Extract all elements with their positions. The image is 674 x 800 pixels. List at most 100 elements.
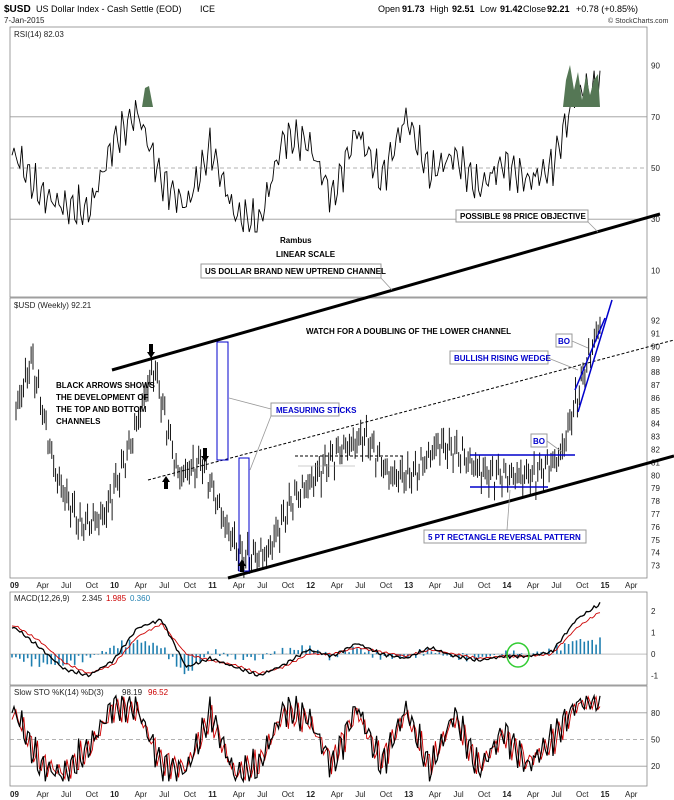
x-axis-label: Apr	[233, 581, 246, 590]
uptrend-callout-text: US DOLLAR BRAND NEW UPTREND CHANNEL	[205, 267, 386, 276]
close-label: Close	[523, 4, 546, 14]
macd-tick-label: 2	[651, 607, 656, 616]
stoch-tick-label: 80	[651, 709, 660, 718]
x-axis-label: Jul	[355, 790, 365, 799]
wedge-callout-box	[449, 350, 549, 365]
stoch-tick-label: 20	[651, 762, 660, 771]
price-tick-label: 74	[651, 549, 660, 558]
x-axis-label: Jul	[453, 790, 463, 799]
symbol: $USD	[4, 4, 31, 15]
x-axis-label: Oct	[184, 790, 197, 799]
x-axis-label: Oct	[380, 790, 393, 799]
x-axis-label: Apr	[37, 581, 50, 590]
x-axis-label: Jul	[453, 581, 463, 590]
x-axis-label: Oct	[282, 790, 295, 799]
price-tick-label: 79	[651, 484, 660, 493]
rsi-tick-label: 50	[651, 164, 660, 173]
x-axis-label: Apr	[331, 581, 344, 590]
bo-lower-text: BO	[533, 437, 545, 446]
price-tick-label: 90	[651, 342, 660, 351]
rsi-tick-label: 70	[651, 113, 660, 122]
x-axis-label: 09	[10, 581, 19, 590]
macd-hist-legend-value: 0.360	[130, 594, 151, 603]
rsi-tick-label: 90	[651, 62, 660, 71]
upper-channel-line	[111, 212, 661, 372]
price-tick-label: 73	[651, 562, 660, 571]
chart-date: 7-Jan-2015	[4, 16, 45, 25]
objective-callout-text: POSSIBLE 98 PRICE OBJECTIVE	[460, 212, 586, 221]
low-value: 91.42	[500, 4, 523, 14]
stoch-k-legend-value: 98.19	[122, 688, 143, 697]
x-axis-label: Oct	[184, 581, 197, 590]
wedge-upper-line	[574, 317, 606, 391]
x-axis-label: Oct	[86, 790, 99, 799]
price-tick-label: 80	[651, 471, 660, 480]
x-axis-label: 09	[10, 790, 19, 799]
measuring-callout-box	[270, 402, 340, 417]
rambus-label: Rambus	[280, 236, 312, 245]
bo-upper-box	[555, 333, 573, 348]
measuring-pointer-upper	[228, 397, 272, 410]
rsi-overbought-fill	[563, 65, 600, 107]
x-axis-label: Apr	[135, 790, 148, 799]
credit: © StockCharts.com	[608, 17, 669, 25]
x-axis-label: Jul	[355, 581, 365, 590]
objective-callout-pointer	[587, 221, 599, 233]
high-value: 92.51	[452, 4, 475, 14]
rectangle-callout-pointer	[506, 489, 511, 531]
black-arrows-line3: THE TOP AND BOTTOM	[56, 405, 147, 414]
change-value: +0.78 (+0.85%)	[576, 4, 638, 14]
rsi-tick-label: 10	[651, 266, 660, 275]
arrow-down-icon-stem	[149, 344, 153, 352]
arrow-down-icon	[147, 352, 155, 358]
scale-label: LINEAR SCALE	[276, 250, 336, 259]
x-axis-label: Jul	[257, 581, 267, 590]
stoch-tick-label: 50	[651, 736, 660, 745]
x-axis-label: 14	[502, 581, 511, 590]
price-legend: $USD (Weekly) 92.21	[14, 301, 92, 310]
macd-tick-label: -1	[651, 672, 659, 681]
price-tick-label: 77	[651, 510, 660, 519]
price-tick-label: 87	[651, 381, 660, 390]
callouts: POSSIBLE 98 PRICE OBJECTIVE Rambus LINEA…	[56, 209, 599, 544]
arrow-up-icon	[238, 559, 246, 566]
price-tick-label: 92	[651, 316, 660, 325]
rsi-panel-frame	[9, 26, 648, 298]
x-axis-label: Oct	[576, 581, 589, 590]
arrow-up-icon-stem	[164, 482, 168, 489]
stoch-panel-frame	[9, 685, 648, 787]
open-value: 91.73	[402, 4, 425, 14]
macd-tick-label: 1	[651, 628, 656, 637]
arrow-down-icon	[201, 456, 209, 462]
bo-lower-pointer	[546, 440, 563, 453]
measuring-callout-text: MEASURING STICKS	[276, 406, 357, 415]
price-tick-label: 76	[651, 523, 660, 532]
x-axis-label: Jul	[159, 581, 169, 590]
x-axis-label: Apr	[625, 581, 638, 590]
rsi-line	[11, 70, 601, 233]
rsi-tick-label: 30	[651, 215, 660, 224]
macd-legend-value: 2.345	[82, 594, 103, 603]
price-tick-label: 89	[651, 355, 660, 364]
x-axis-label: Jul	[551, 790, 561, 799]
black-arrows-line2: THE DEVELOPMENT OF	[56, 393, 149, 402]
black-arrows-line1: BLACK ARROWS SHOWS	[56, 381, 155, 390]
x-axis-label: Apr	[429, 581, 442, 590]
macd-signal-line	[11, 612, 601, 675]
lower-channel-line	[227, 454, 674, 580]
x-axis-label: Apr	[135, 581, 148, 590]
bo-lower-box	[530, 433, 548, 448]
price-tick-label: 91	[651, 329, 660, 338]
wedge-lower-line	[577, 299, 613, 413]
watch-doubling-text: WATCH FOR A DOUBLING OF THE LOWER CHANNE…	[306, 327, 511, 336]
macd-legend-name: MACD(12,26,9)	[14, 594, 70, 603]
close-value: 92.21	[547, 4, 570, 14]
objective-callout-box	[455, 209, 589, 223]
wedge-callout-text: BULLISH RISING WEDGE	[454, 354, 552, 363]
uptrend-callout-box	[200, 263, 382, 279]
mid-channel-dashed-line	[147, 339, 674, 481]
x-axis-label: Jul	[61, 581, 71, 590]
open-label: Open	[378, 4, 400, 14]
price-tick-label: 78	[651, 497, 660, 506]
x-axis-label: Oct	[380, 581, 393, 590]
